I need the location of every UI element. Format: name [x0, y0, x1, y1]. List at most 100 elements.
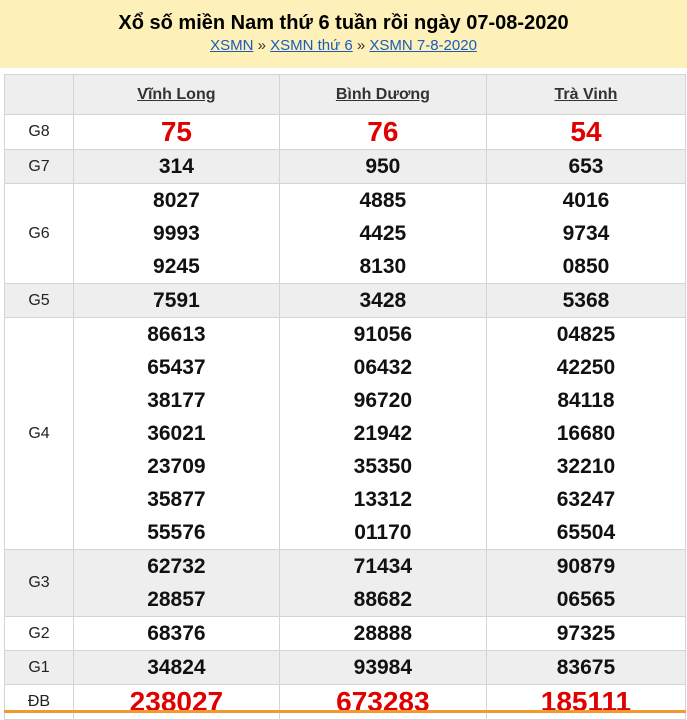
prize-number: 63247 — [556, 488, 616, 511]
prize-row-g8: G8 75 76 54 — [4, 114, 687, 150]
prize-row-g6: G6 8027 9993 9245 4885 4425 8130 4016 9734 0850 — [4, 183, 687, 284]
prize-cell: 90879 06565 — [485, 549, 687, 617]
prize-label: G7 — [4, 149, 74, 184]
prize-cell: 185111 — [485, 684, 687, 720]
page-header: Xổ số miền Nam thứ 6 tuần rồi ngày 07-08… — [0, 0, 687, 68]
breadcrumb-xsmn[interactable]: XSMN — [210, 37, 254, 54]
prize-number: 35877 — [147, 488, 206, 511]
prize-number: 71434 — [353, 555, 413, 578]
prize-label: G6 — [4, 183, 74, 284]
prize-number: 90879 — [556, 555, 616, 578]
prize-number: 42250 — [556, 356, 616, 379]
prize-number: 8027 — [153, 189, 200, 212]
prize-number: 3428 — [359, 289, 407, 312]
bottom-border — [4, 710, 686, 713]
prize-cell: 28888 — [278, 616, 487, 651]
prize-cell: 68376 — [73, 616, 280, 651]
prize-cell: 75 — [73, 114, 280, 150]
prize-number: 23709 — [147, 455, 206, 478]
prize-label: G4 — [4, 317, 74, 550]
page-title: Xổ số miền Nam thứ 6 tuần rồi ngày 07-08… — [118, 12, 569, 34]
prize-cell: 93984 — [278, 650, 487, 685]
breadcrumb-xsmn-thu-6[interactable]: XSMN thứ 6 — [270, 37, 353, 54]
prize-number: 65437 — [147, 356, 206, 379]
prize-number: 06432 — [353, 356, 413, 379]
prize-number: 88682 — [353, 588, 413, 611]
prize-number: 0850 — [562, 255, 610, 278]
prize-number: 35350 — [353, 455, 413, 478]
prize-number: 97325 — [556, 622, 616, 645]
province-header[interactable]: Vĩnh Long — [73, 74, 280, 115]
prize-number: 68376 — [147, 622, 206, 645]
prize-cell: 4016 9734 0850 — [485, 183, 687, 284]
prize-number: 91056 — [353, 323, 413, 346]
prize-number: 28857 — [147, 588, 206, 611]
province-link[interactable]: Trà Vinh — [554, 85, 618, 103]
prize-number: 653 — [568, 155, 604, 178]
prize-cell: 950 — [278, 149, 487, 184]
breadcrumb-xsmn-date[interactable]: XSMN 7-8-2020 — [369, 37, 477, 54]
prize-number: 96720 — [353, 389, 413, 412]
prize-cell: 653 — [485, 149, 687, 184]
prize-label: G3 — [4, 549, 74, 617]
prize-number: 4016 — [562, 189, 610, 212]
prize-number: 36021 — [147, 422, 206, 445]
prize-number: 76 — [367, 116, 399, 147]
prize-cell: 54 — [485, 114, 687, 150]
province-header[interactable]: Bình Dương — [278, 74, 487, 115]
prize-cell: 5368 — [485, 283, 687, 318]
prize-cell: 8027 9993 9245 — [73, 183, 280, 284]
province-link[interactable]: Vĩnh Long — [137, 85, 216, 103]
prize-cell: 314 — [73, 149, 280, 184]
prize-number: 4885 — [359, 189, 407, 212]
prize-cell: 91056 06432 96720 21942 35350 13312 01170 — [278, 317, 487, 550]
prize-label: G1 — [4, 650, 74, 685]
prize-cell: 34824 — [73, 650, 280, 685]
header-corner — [4, 74, 74, 115]
prize-cell: 4885 4425 8130 — [278, 183, 487, 284]
prize-number: 75 — [160, 116, 192, 147]
prize-number: 06565 — [556, 588, 616, 611]
prize-row-g3: G3 62732 28857 71434 88682 90879 06565 — [4, 549, 687, 617]
prize-row-g2: G2 68376 28888 97325 — [4, 616, 687, 651]
prize-number: 314 — [158, 155, 194, 178]
prize-cell: 76 — [278, 114, 487, 150]
prize-cell: 3428 — [278, 283, 487, 318]
prize-number: 93984 — [353, 656, 413, 679]
prize-number: 62732 — [147, 555, 206, 578]
prize-number: 65504 — [556, 521, 616, 544]
prize-number: 5368 — [562, 289, 610, 312]
prize-number: 38177 — [147, 389, 206, 412]
prize-number: 21942 — [353, 422, 413, 445]
prize-row-g5: G5 7591 3428 5368 — [4, 283, 687, 318]
prize-label: G5 — [4, 283, 74, 318]
prize-label: G2 — [4, 616, 74, 651]
prize-number: 9245 — [153, 255, 200, 278]
prize-cell: 71434 88682 — [278, 549, 487, 617]
prize-number: 7591 — [153, 289, 200, 312]
prize-number: 01170 — [354, 521, 412, 544]
table-header-row: Vĩnh Long Bình Dương Trà Vinh — [4, 74, 687, 115]
results-table: Vĩnh Long Bình Dương Trà Vinh G8 75 76 54 G7… — [4, 74, 687, 720]
prize-number: 13312 — [353, 488, 413, 511]
prize-number: 950 — [365, 155, 401, 178]
prize-number: 4425 — [359, 222, 407, 245]
prize-number: 83675 — [556, 656, 616, 679]
province-header[interactable]: Trà Vinh — [485, 74, 687, 115]
prize-row-g7: G7 314 950 653 — [4, 149, 687, 184]
prize-cell: 7591 — [73, 283, 280, 318]
breadcrumb: XSMN » XSMN thứ 6 » XSMN 7-8-2020 — [0, 37, 687, 54]
prize-row-đb: ĐB 238027 673283 185111 — [4, 684, 687, 720]
prize-number: 32210 — [556, 455, 616, 478]
prize-number: 54 — [570, 116, 602, 147]
prize-number: 16680 — [556, 422, 616, 445]
province-link[interactable]: Bình Dương — [335, 85, 430, 103]
prize-label: G8 — [4, 114, 74, 150]
prize-number: 8130 — [359, 255, 407, 278]
prize-cell: 673283 — [278, 684, 487, 720]
prize-cell: 86613 65437 38177 36021 23709 35877 55576 — [73, 317, 280, 550]
prize-number: 28888 — [353, 622, 413, 645]
prize-cell: 62732 28857 — [73, 549, 280, 617]
prize-number: 04825 — [556, 323, 616, 346]
prize-cell: 83675 — [485, 650, 687, 685]
